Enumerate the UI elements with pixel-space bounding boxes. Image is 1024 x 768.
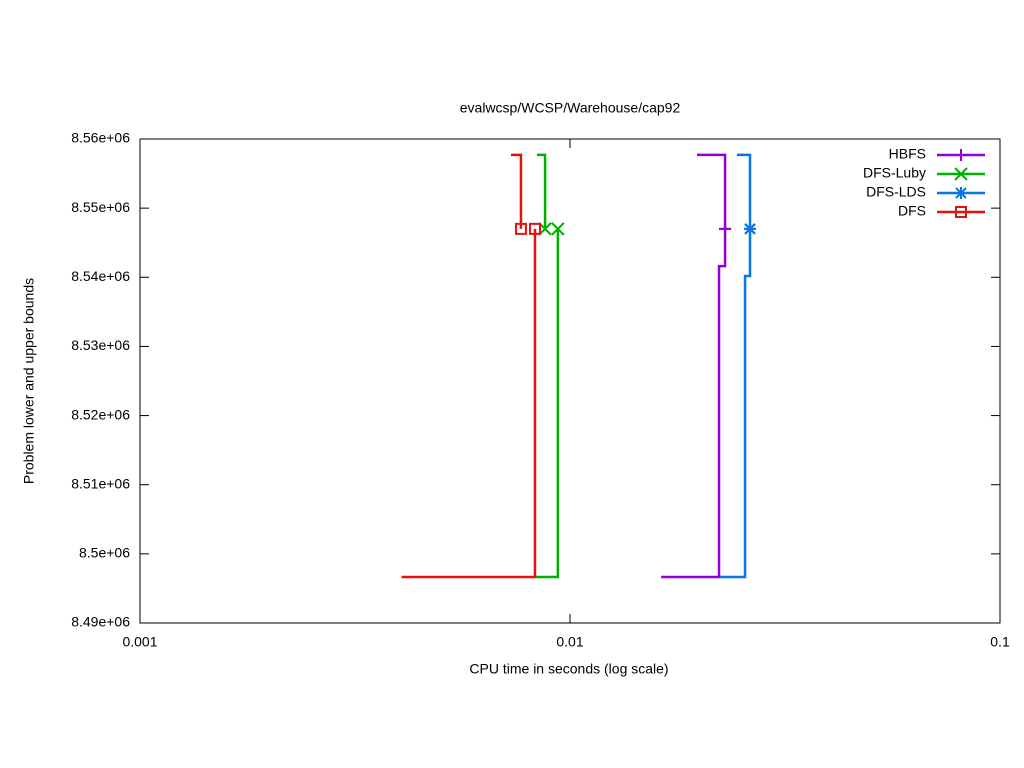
marker xyxy=(719,222,732,235)
legend-marker xyxy=(955,149,967,161)
x-tick-label: 0.001 xyxy=(122,634,157,650)
legend-marker xyxy=(954,167,968,181)
y-tick-label: 8.5e+06 xyxy=(79,545,130,561)
marker xyxy=(551,222,565,236)
bound-line xyxy=(534,228,560,579)
bound-line xyxy=(401,228,537,579)
legend-marker xyxy=(955,187,967,199)
bound-line xyxy=(696,153,727,229)
marker xyxy=(514,222,527,235)
legend-label: DFS xyxy=(898,203,926,219)
y-tick-label: 8.49e+06 xyxy=(71,614,130,630)
legend-label: DFS-LDS xyxy=(866,184,926,200)
marker xyxy=(528,222,541,235)
y-tick-label: 8.54e+06 xyxy=(71,268,130,284)
plot-border xyxy=(139,138,1001,624)
y-tick-label: 8.51e+06 xyxy=(71,475,130,491)
marker xyxy=(538,222,552,236)
x-axis-label: CPU time in seconds (log scale) xyxy=(469,661,668,677)
y-tick-label: 8.55e+06 xyxy=(71,199,130,215)
marker xyxy=(744,222,757,235)
y-axis-label: Problem lower and upper bounds xyxy=(21,278,37,484)
bound-line xyxy=(536,153,547,229)
bound-line xyxy=(661,228,727,579)
x-tick-label: 0.01 xyxy=(556,634,583,650)
chart-title: evalwcsp/WCSP/Warehouse/cap92 xyxy=(460,100,681,116)
y-tick-label: 8.53e+06 xyxy=(71,337,130,353)
bound-line xyxy=(510,153,523,229)
legend-label: HBFS xyxy=(889,146,926,162)
bound-line xyxy=(736,153,752,229)
legend-label: DFS-Luby xyxy=(863,165,926,181)
y-tick-label: 8.56e+06 xyxy=(71,130,130,146)
x-tick-label: 0.1 xyxy=(990,634,1010,650)
y-tick-label: 8.52e+06 xyxy=(71,406,130,422)
legend-marker xyxy=(955,206,967,218)
bound-line xyxy=(720,228,752,579)
